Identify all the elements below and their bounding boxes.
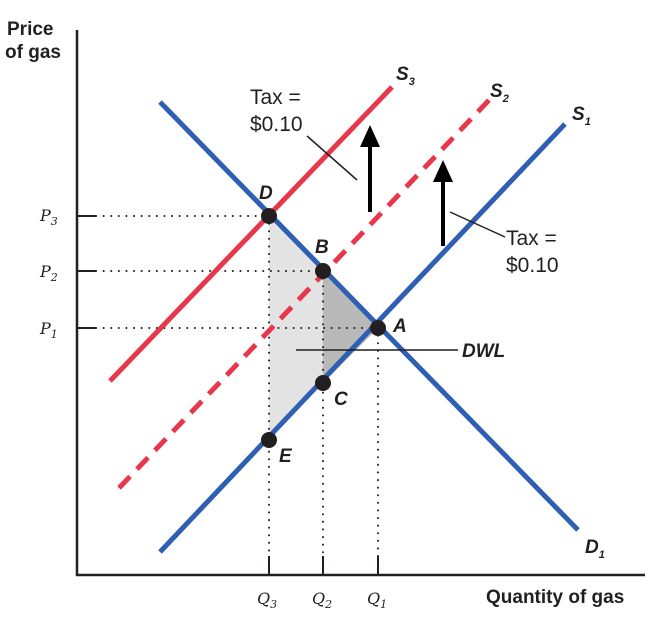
x-axis-title: Quantity of gas [486,587,624,608]
supply-curve-s3 [108,85,394,383]
point-label-c: C [334,389,348,410]
dwl-label: DWL [462,341,505,362]
curve-label-s2: S2 [490,81,509,105]
curve-label-s1: S1 [572,104,591,128]
supply-curve-s2 [117,95,494,490]
tax-left-label-2: $0.10 [250,113,303,136]
point-a [370,320,386,336]
y-axis-title: Price [7,19,53,40]
point-label-d: D [259,183,273,204]
point-label-a: A [392,316,407,337]
tick-label-q2: Q2 [312,589,332,611]
tick-label-q3: Q3 [257,589,277,611]
tax-arrow-right [433,160,453,246]
demand-curve-d1 [158,100,580,532]
point-c [315,375,331,391]
point-label-b: B [315,237,329,258]
tax-left-leader [306,135,358,181]
point-d [261,208,277,224]
guide-lines [95,215,379,569]
point-label-e: E [279,446,293,467]
tick-label-p3: P3 [39,206,58,228]
supply-curve-s1 [158,122,567,554]
point-b [315,263,331,279]
tick-label-p2: P2 [39,262,58,284]
tick-label-q1: Q1 [367,589,387,611]
dwl-dark-region [323,271,378,383]
arrow-up-icon [360,125,380,147]
tax-left-label-1: Tax = [250,86,301,109]
dwl-light-region [269,216,323,440]
point-e [261,432,277,448]
curve-label-s3: S3 [396,64,415,88]
curve-label-d1: D1 [585,537,605,561]
arrow-up-icon [433,160,453,182]
tax-right-leader [449,211,506,238]
tax-right-label-1: Tax = [506,227,557,250]
tick-marks [77,215,379,575]
tick-label-p1: P1 [39,319,58,341]
y-axis-title-2: of gas [5,42,61,63]
tax-arrow-left [360,125,380,212]
tax-right-label-2: $0.10 [506,254,559,277]
